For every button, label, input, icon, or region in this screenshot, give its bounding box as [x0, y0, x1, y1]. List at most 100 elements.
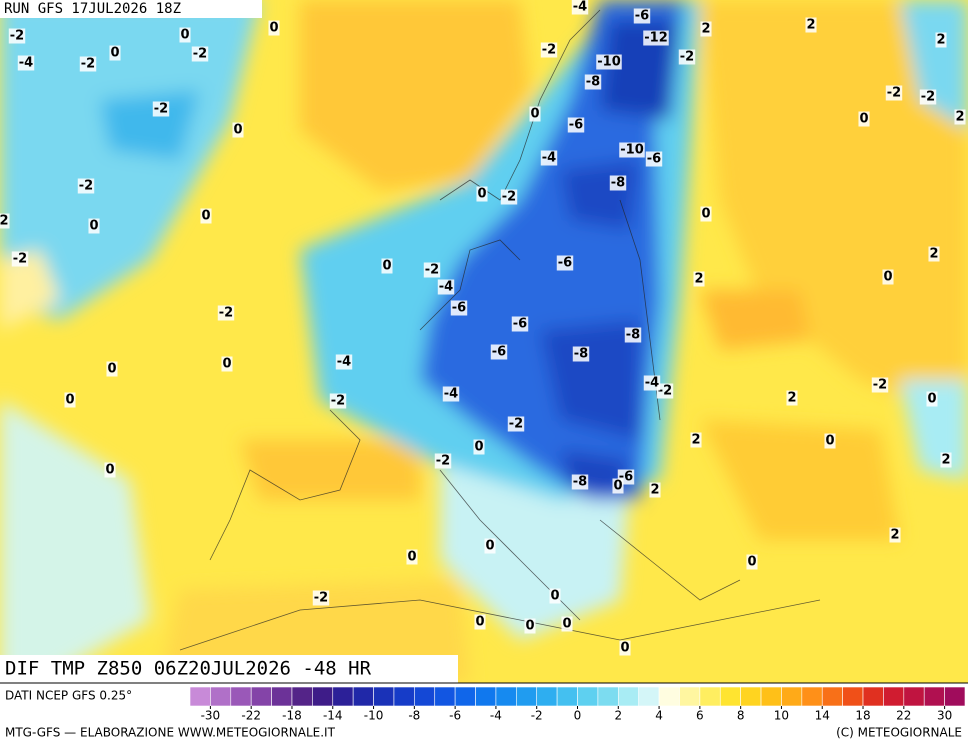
colorbar-swatch — [699, 686, 721, 707]
contour-label-box — [473, 439, 485, 455]
contour-label: 2 — [955, 110, 964, 125]
contour-label-box — [567, 117, 585, 133]
contour-label: 2 — [650, 483, 659, 498]
colorbar-swatch — [577, 686, 599, 707]
colorbar-swatch — [760, 686, 782, 707]
contour-label-box — [871, 377, 889, 393]
colorbar-swatch — [944, 686, 966, 707]
contour-label-box — [540, 42, 558, 58]
contour-label-box — [423, 262, 441, 278]
contour-label: 0 — [883, 270, 892, 285]
contour-label: -8 — [626, 328, 640, 343]
colorbar-label: -2 — [531, 709, 543, 723]
colorbar: -30 -22 -18 -14 -10 -8 -6 -4 -2 0 2 4 6 8 10 14 18 22 30 — [189, 686, 966, 723]
colorbar-swatch — [291, 686, 313, 707]
colorbar-label: -6 — [449, 709, 461, 723]
contour-label: -6 — [635, 9, 649, 24]
contour-label-box — [645, 151, 663, 167]
colorbar-label: 18 — [855, 709, 870, 723]
contour-label: -2 — [10, 29, 24, 44]
contour-label-box — [633, 8, 651, 24]
contour-label-box — [217, 305, 235, 321]
contour-label: 0 — [107, 362, 116, 377]
colorbar-swatch — [883, 686, 905, 707]
contour-label-box — [885, 85, 903, 101]
contour-label: -4 — [573, 0, 587, 15]
contour-label-box — [624, 327, 642, 343]
contour-label-box — [571, 0, 589, 15]
colorbar-swatch — [740, 686, 762, 707]
contour-label-box — [450, 300, 468, 316]
colorbar-label: -4 — [490, 709, 502, 723]
contour-label-box — [935, 32, 947, 48]
colorbar-label: -10 — [364, 709, 384, 723]
colorbar-label: 10 — [774, 709, 789, 723]
contour-label: -2 — [658, 384, 672, 399]
contour-label-box — [919, 89, 937, 105]
contour-label-box — [529, 106, 541, 122]
contour-label: -4 — [439, 280, 453, 295]
contour-label: -12 — [644, 31, 668, 46]
map-field — [0, 0, 968, 683]
contour-label: 0 — [859, 112, 868, 127]
contour-label-box — [643, 375, 661, 391]
contour-label: 0 — [407, 550, 416, 565]
contour-label-box — [434, 453, 452, 469]
contour-label-box — [609, 175, 627, 191]
colorbar-swatch — [312, 686, 334, 707]
contour-label: 0 — [477, 187, 486, 202]
contour-label: 0 — [747, 555, 756, 570]
contour-label-box — [104, 462, 116, 478]
colorbar-swatch — [393, 686, 415, 707]
contour-label: 2 — [936, 33, 945, 48]
contour-label-box — [77, 178, 95, 194]
contour-label: 0 — [485, 539, 494, 554]
contour-label-box — [221, 356, 233, 372]
contour-label-box — [572, 346, 590, 362]
contour-label: -2 — [509, 417, 523, 432]
contour-label: -6 — [513, 317, 527, 332]
contour-label-box — [200, 208, 212, 224]
colorbar-swatch — [454, 686, 476, 707]
contour-label: 0 — [180, 28, 189, 43]
title-box — [0, 655, 458, 683]
contour-label-box — [232, 122, 244, 138]
contour-label-box — [882, 269, 894, 285]
colorbar-swatch — [230, 686, 252, 707]
contour-label-box — [693, 271, 705, 287]
source-label: DATI NCEP GFS 0.25° — [5, 689, 132, 703]
colorbar-label: -18 — [282, 709, 302, 723]
contour-label-box — [484, 538, 496, 554]
colorbar-label: 14 — [815, 709, 830, 723]
contour-label: -2 — [331, 394, 345, 409]
colorbar-label: -8 — [408, 709, 420, 723]
colorbar-swatch — [414, 686, 436, 707]
colorbar-swatch — [475, 686, 497, 707]
colorbar-swatch — [250, 686, 272, 707]
contour-label-box — [106, 361, 118, 377]
map-title: DIF TMP Z850 06Z20JUL2026 -48 HR — [5, 658, 372, 680]
contour-label-box — [540, 150, 558, 166]
colorbar-swatch — [373, 686, 395, 707]
contour-label-box — [786, 390, 798, 406]
contour-label: 0 — [89, 219, 98, 234]
contour-label: 0 — [474, 440, 483, 455]
colorbar-swatch — [434, 686, 456, 707]
contour-label: -4 — [444, 387, 458, 402]
contour-label: -6 — [569, 118, 583, 133]
contour-label: -2 — [436, 454, 450, 469]
contour-label-box — [619, 142, 645, 158]
contour-label: -2 — [542, 43, 556, 58]
contour-label: 0 — [269, 21, 278, 36]
contour-label: 0 — [620, 641, 629, 656]
contour-label: 2 — [890, 528, 899, 543]
colorbar-label: 30 — [937, 709, 952, 723]
contour-label: 0 — [222, 357, 231, 372]
contour-label: -8 — [611, 176, 625, 191]
contour-label: -2 — [81, 57, 95, 72]
contour-label: -8 — [586, 75, 600, 90]
contour-label: -10 — [620, 143, 644, 158]
colorbar-swatch — [597, 686, 619, 707]
contour-label-box — [928, 246, 940, 262]
